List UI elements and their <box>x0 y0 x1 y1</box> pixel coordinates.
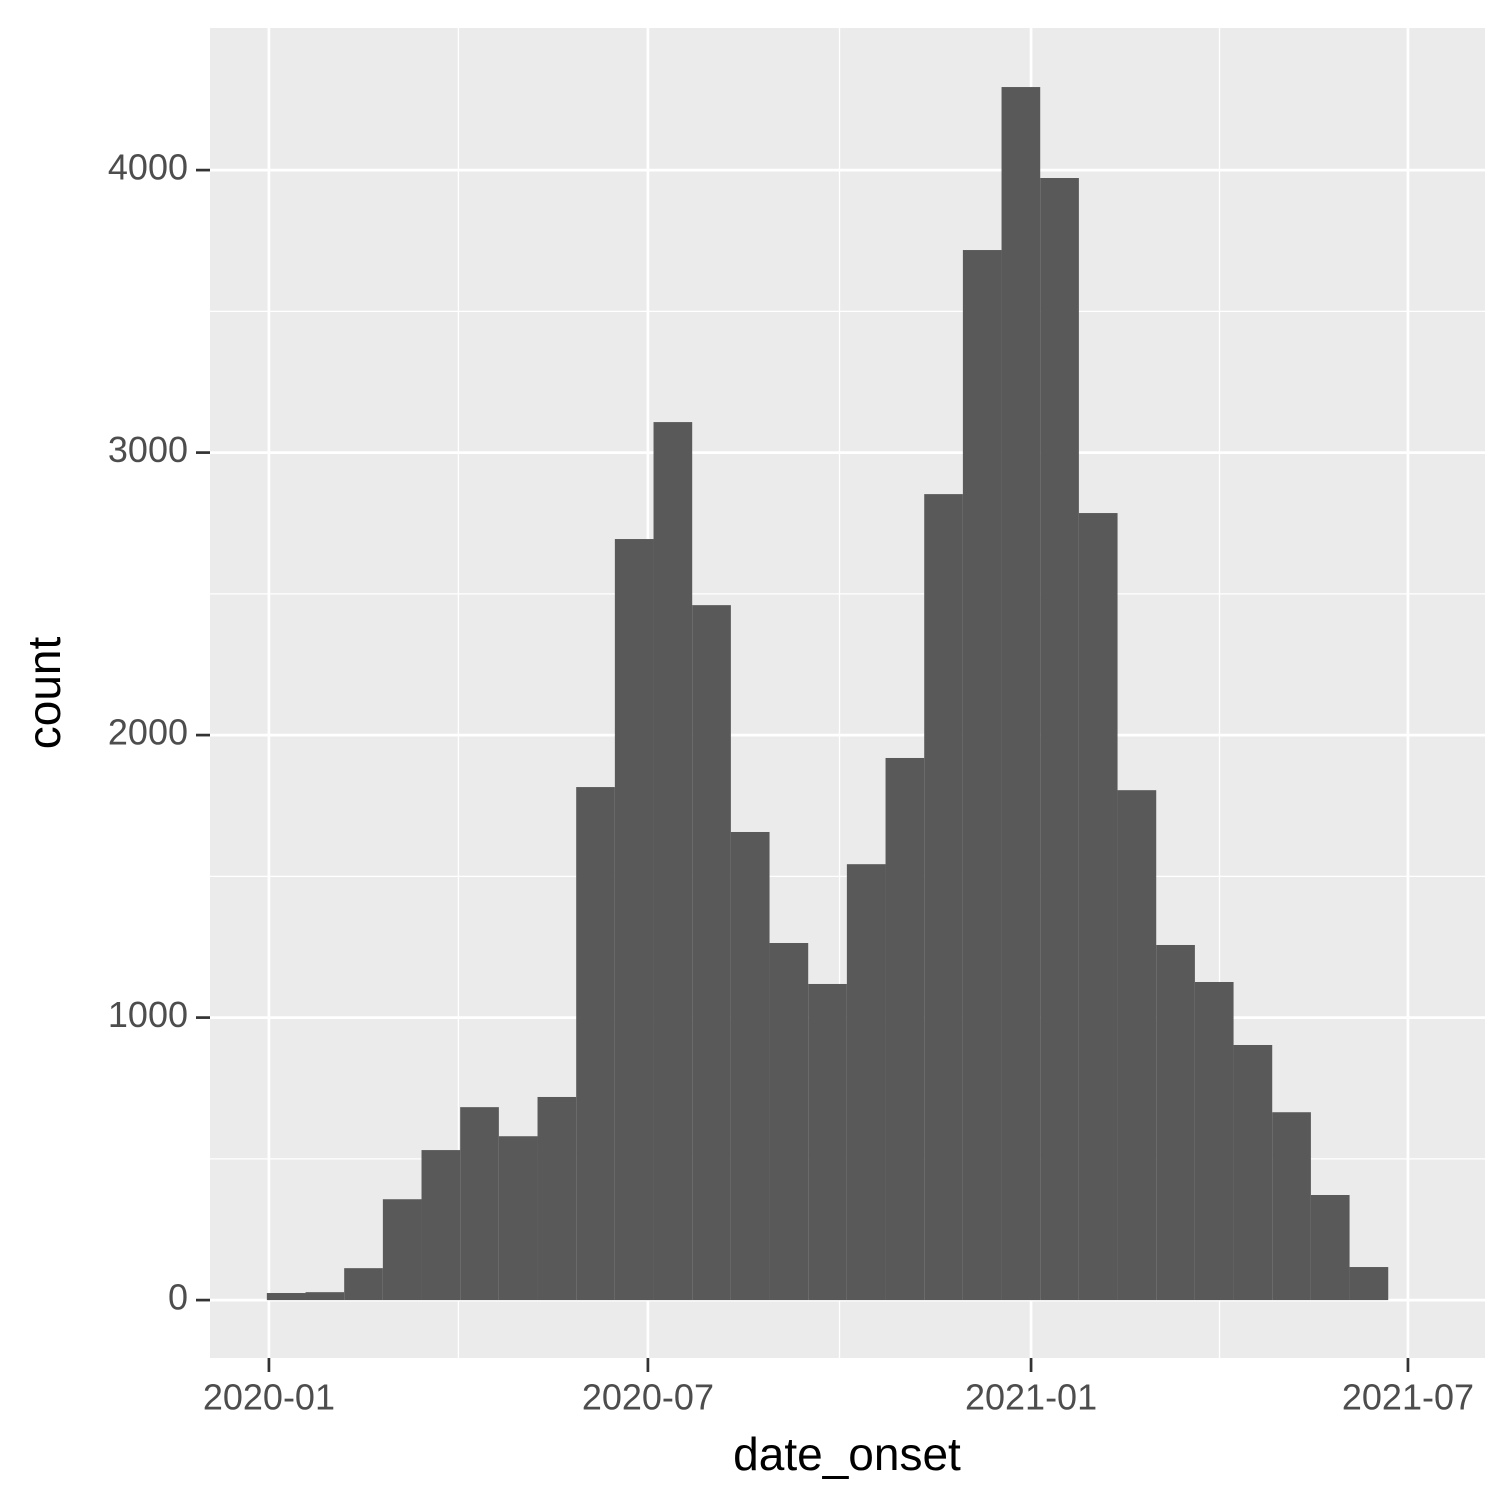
bar <box>382 1199 422 1301</box>
bar <box>1194 981 1234 1301</box>
x-tick-label: 2020-01 <box>203 1377 335 1418</box>
bar <box>344 1268 383 1301</box>
y-tick-label: 4000 <box>108 147 188 188</box>
bar <box>692 605 731 1301</box>
x-tick-label: 2021-07 <box>1342 1377 1474 1418</box>
bar <box>1310 1194 1350 1301</box>
bar <box>1349 1267 1389 1301</box>
y-tick-label: 0 <box>168 1277 188 1318</box>
y-tick-label: 1000 <box>108 994 188 1035</box>
bar <box>1233 1044 1273 1301</box>
y-axis-title: count <box>18 637 70 750</box>
bar <box>653 422 693 1301</box>
bar <box>537 1096 577 1301</box>
bar <box>576 787 615 1301</box>
bar <box>460 1107 499 1301</box>
bar <box>1001 87 1041 1301</box>
x-tick-label: 2020-07 <box>582 1377 714 1418</box>
bar <box>1156 944 1195 1301</box>
bar <box>1040 178 1079 1301</box>
bar <box>885 757 925 1301</box>
bar <box>730 831 770 1301</box>
bar <box>1078 513 1118 1301</box>
bar <box>421 1150 461 1301</box>
x-tick-label: 2021-01 <box>965 1377 1097 1418</box>
bar <box>808 983 847 1301</box>
bar <box>1272 1112 1311 1301</box>
bar <box>962 250 1002 1301</box>
bar <box>769 943 809 1301</box>
bar <box>614 539 654 1301</box>
bar <box>924 494 963 1301</box>
bar <box>846 864 886 1301</box>
bar <box>305 1292 345 1301</box>
y-tick-label: 3000 <box>108 429 188 470</box>
bar <box>266 1293 306 1301</box>
x-axis-title: date_onset <box>733 1428 961 1480</box>
y-tick-label: 2000 <box>108 712 188 753</box>
bar <box>1117 790 1157 1301</box>
bar <box>498 1136 538 1301</box>
